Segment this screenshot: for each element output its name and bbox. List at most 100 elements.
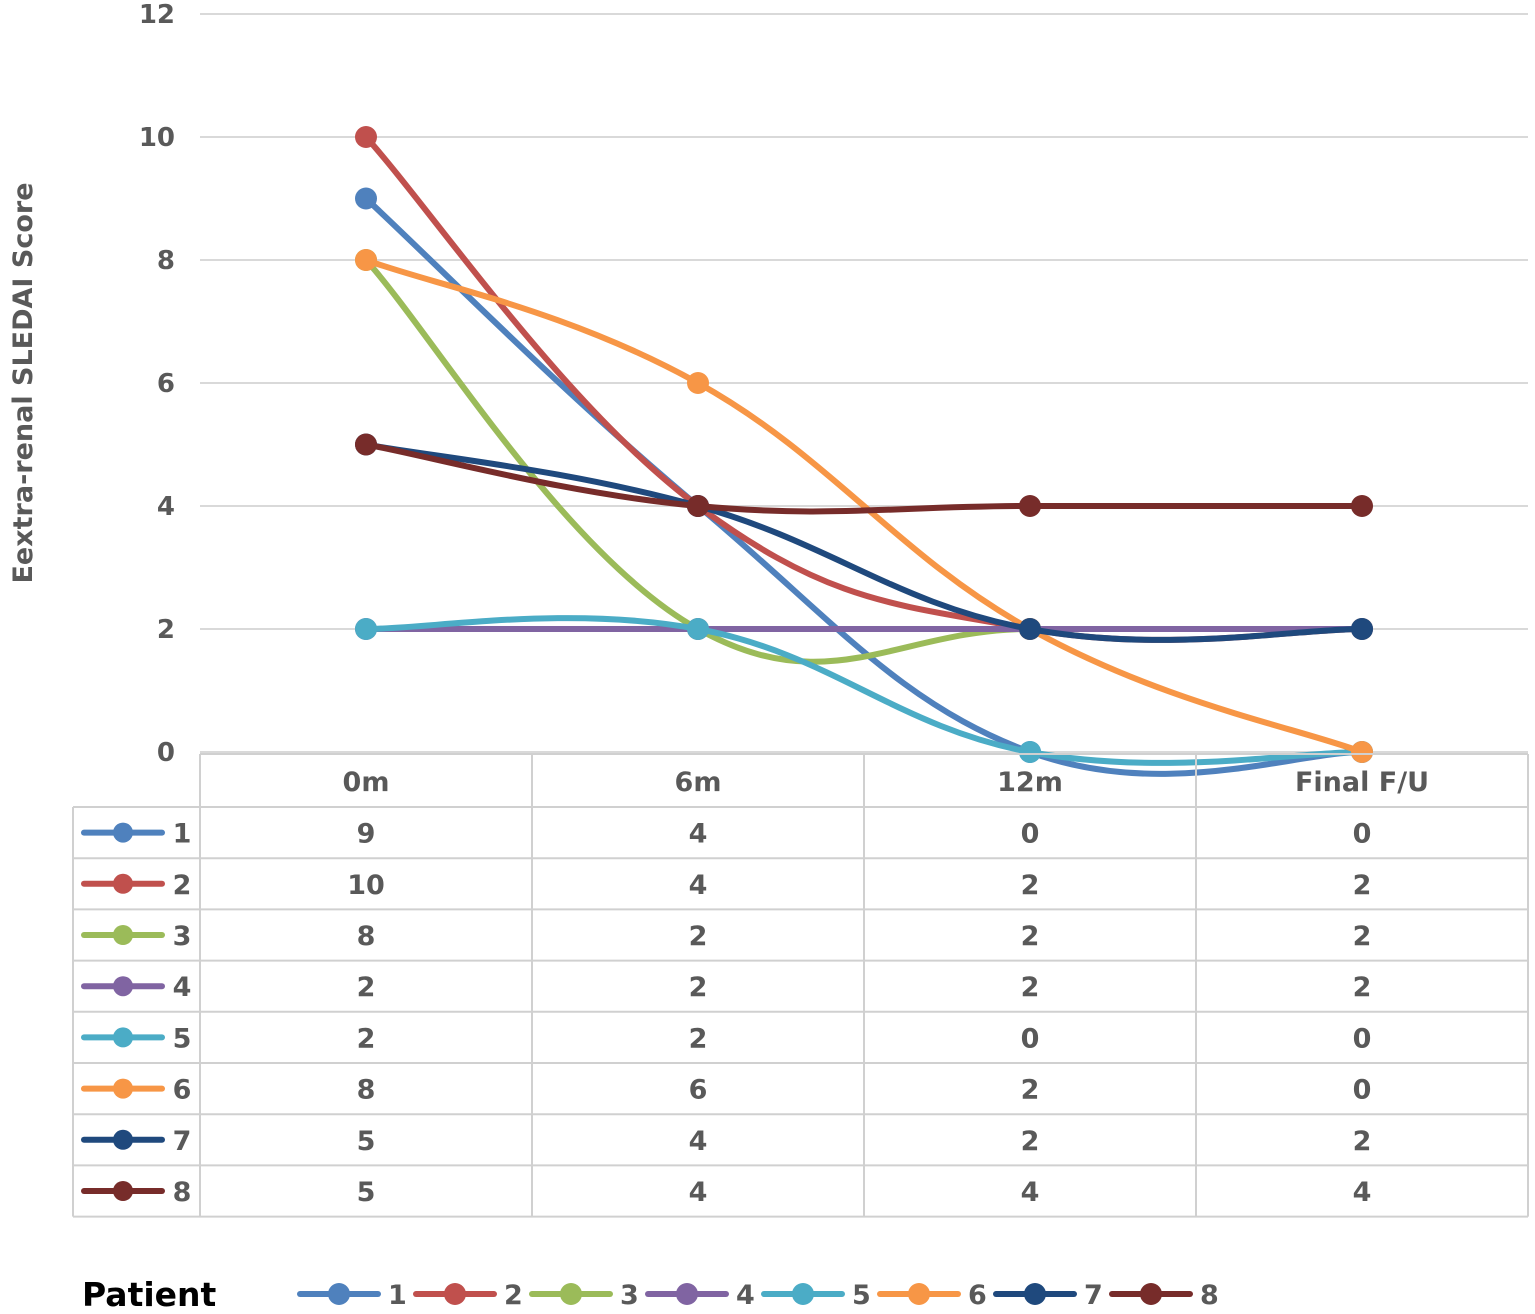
table-cell: 8: [357, 1075, 376, 1106]
legend-entry-label: 8: [1200, 1280, 1219, 1311]
data-point: [355, 618, 377, 640]
data-point: [687, 372, 709, 394]
table-cell: 9: [357, 819, 376, 850]
series-5: [355, 615, 1373, 766]
table-legend-key-marker: [113, 976, 133, 997]
table-row-label: 5: [173, 1023, 192, 1054]
table-cell: 6: [689, 1075, 708, 1106]
legend-entry-label: 7: [1084, 1280, 1103, 1311]
series-line: [363, 134, 1365, 643]
table-cell: 2: [1021, 921, 1040, 952]
legend-key-marker: [676, 1283, 698, 1305]
legend-key-marker: [908, 1283, 930, 1305]
table-cell: 2: [1353, 921, 1372, 952]
data-point: [355, 433, 377, 456]
series-line: [363, 615, 1365, 766]
legend-entry-label: 1: [388, 1280, 407, 1311]
series-line: [363, 441, 1365, 515]
table-row-label: 3: [173, 921, 192, 952]
table-cell: 0: [1353, 1023, 1372, 1054]
gridlines: [200, 13, 1528, 753]
data-point: [1019, 741, 1041, 763]
series-8: [355, 433, 1373, 517]
legend-entry-label: 3: [620, 1280, 639, 1311]
table-row-label: 6: [173, 1075, 192, 1106]
table-legend-key-marker: [113, 822, 133, 843]
table-cell: 0: [1021, 1023, 1040, 1054]
table-cell: 2: [1353, 870, 1372, 901]
table-cell: 0: [1021, 819, 1040, 850]
table-cell: 2: [357, 972, 376, 1003]
table-cell: 2: [1021, 1126, 1040, 1157]
table-legend-key-marker: [113, 925, 133, 945]
y-tick-label: 12: [139, 0, 175, 30]
legend-title: Patient: [82, 1275, 217, 1314]
y-axis-label: Eextra-renal SLEDAI Score: [8, 182, 39, 583]
table-cell: 2: [1353, 972, 1372, 1003]
table-cell: 2: [689, 1023, 708, 1054]
legend-key-marker: [792, 1283, 814, 1305]
table-cell: 2: [1021, 972, 1040, 1003]
series-line: [363, 195, 1365, 777]
y-tick-label: 0: [157, 738, 175, 768]
y-tick-label: 8: [157, 246, 175, 276]
legend-key-marker: [328, 1283, 350, 1305]
table-cell: 2: [689, 972, 708, 1003]
table-row-label: 7: [173, 1126, 192, 1157]
data-point: [687, 495, 709, 517]
data-point: [355, 126, 377, 148]
x-tick-label: Final F/U: [1295, 767, 1429, 798]
series-line: [363, 257, 1365, 755]
data-point: [1019, 495, 1041, 517]
data-point: [355, 187, 377, 210]
table-cell: 10: [347, 870, 385, 901]
legend-key-marker: [1140, 1283, 1162, 1305]
legend-key-marker: [1024, 1283, 1046, 1305]
table-cell: 8: [357, 921, 376, 952]
table-cell: 0: [1353, 819, 1372, 850]
table-legend-key-marker: [113, 1027, 133, 1048]
table-row-label: 4: [173, 972, 192, 1003]
table-cell: 4: [689, 819, 708, 850]
x-tick-label: 0m: [343, 767, 390, 798]
table-cell: 4: [689, 870, 708, 901]
legend: Patient 1 2 3 4 5 6 7 8: [82, 1275, 1219, 1314]
data-point: [1351, 495, 1373, 517]
y-tick-label: 2: [157, 615, 175, 645]
table-legend-key-marker: [113, 1078, 133, 1099]
data-table: 0m 6m 12m Final F/U 1 9 4 0 0 2 10 4 2 2 3 8 2 2 2 4 2 2 2 2 5 2 2…: [72, 753, 1529, 1218]
data-point: [355, 249, 377, 271]
legend-key-marker: [444, 1283, 466, 1305]
table-cell: 0: [1353, 1075, 1372, 1106]
legend-entry-label: 4: [736, 1280, 755, 1311]
table-cell: 4: [1353, 1177, 1372, 1208]
x-tick-label: 6m: [675, 767, 722, 798]
table-row-label: 2: [173, 870, 192, 901]
table-cell: 5: [357, 1177, 376, 1208]
series-line: [363, 441, 1365, 643]
table-row-label: 8: [173, 1177, 192, 1208]
legend-entry-label: 6: [968, 1280, 987, 1311]
series-7: [355, 433, 1373, 643]
table-cell: 2: [1353, 1126, 1372, 1157]
y-tick-label: 6: [157, 369, 175, 399]
y-axis-ticks: 0 2 4 6 8 10 12: [139, 0, 175, 768]
table-legend-key-marker: [113, 1181, 133, 1201]
y-tick-label: 10: [139, 123, 175, 153]
table-cell: 2: [689, 921, 708, 952]
table-cell: 4: [689, 1126, 708, 1157]
table-cell: 4: [1021, 1177, 1040, 1208]
legend-entry-label: 5: [852, 1280, 871, 1311]
table-legend-key-marker: [113, 873, 133, 894]
data-point: [1019, 618, 1041, 640]
table-cell: 2: [1021, 870, 1040, 901]
table-cell: 4: [689, 1177, 708, 1208]
data-point: [687, 618, 709, 640]
series-1: [355, 187, 1373, 777]
data-point: [1351, 618, 1373, 640]
data-point: [1351, 741, 1373, 763]
legend-entry-label: 2: [504, 1280, 523, 1311]
y-tick-label: 4: [157, 492, 175, 522]
legend-key-marker: [560, 1283, 582, 1305]
